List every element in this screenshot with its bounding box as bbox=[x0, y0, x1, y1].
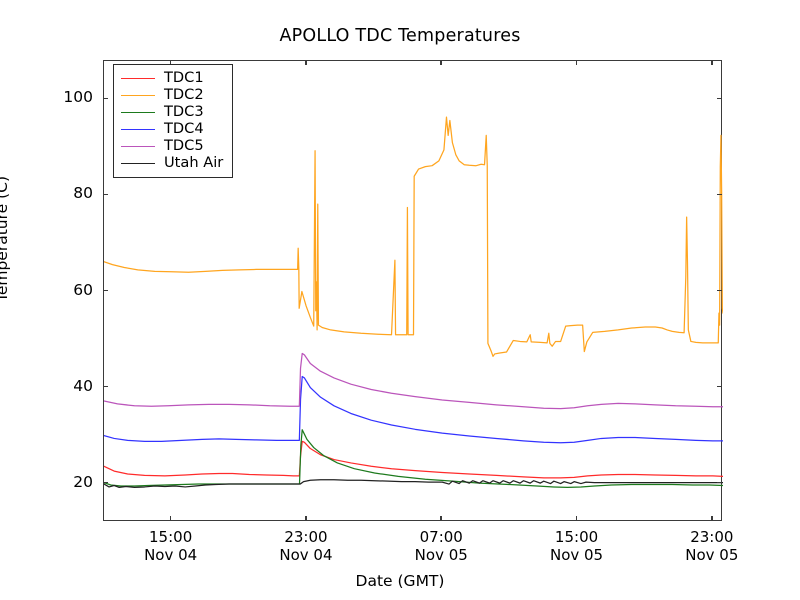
legend-item-label: TDC2 bbox=[164, 86, 204, 104]
chart-title: APOLLO TDC Temperatures bbox=[279, 26, 521, 46]
legend-item-label: TDC3 bbox=[164, 103, 204, 121]
x-tick-label: 15:00 Nov 05 bbox=[517, 528, 637, 564]
legend-item-label: TDC4 bbox=[164, 120, 204, 138]
series-line-tdc4 bbox=[104, 375, 723, 444]
x-tick-date: Nov 05 bbox=[414, 545, 468, 564]
x-tick-mark bbox=[305, 60, 307, 65]
x-tick-mark bbox=[305, 516, 307, 521]
x-tick-mark bbox=[440, 516, 443, 521]
x-tick-mark bbox=[711, 60, 713, 65]
x-tick-label: 23:00 Nov 04 bbox=[246, 528, 366, 564]
y-tick-mark bbox=[103, 385, 108, 388]
x-tick-mark bbox=[169, 60, 172, 65]
y-tick-mark bbox=[103, 481, 108, 484]
legend-item: TDC1 bbox=[121, 70, 223, 87]
x-tick-date: Nov 04 bbox=[279, 545, 333, 564]
x-axis-label: Date (GMT) bbox=[355, 572, 445, 590]
y-tick-mark bbox=[103, 289, 108, 292]
x-tick-label: 15:00 Nov 04 bbox=[111, 528, 231, 564]
y-axis-label: Temperature (C) bbox=[0, 175, 11, 303]
legend-item-label: Utah Air bbox=[164, 154, 224, 172]
series-line-tdc3 bbox=[104, 429, 723, 489]
legend-color-swatch bbox=[121, 95, 155, 96]
x-tick-time: 15:00 bbox=[149, 528, 193, 546]
y-tick-mark bbox=[103, 97, 108, 100]
x-tick-time: 23:00 bbox=[284, 528, 328, 546]
legend-item: TDC5 bbox=[121, 138, 223, 155]
y-tick-label: 60 bbox=[73, 280, 93, 299]
legend-item-label: TDC5 bbox=[164, 137, 204, 155]
x-tick-mark bbox=[711, 516, 713, 521]
x-tick-mark bbox=[575, 60, 578, 65]
x-tick-time: 15:00 bbox=[554, 528, 599, 546]
y-tick-mark bbox=[717, 289, 722, 292]
y-tick-mark bbox=[717, 385, 722, 388]
legend-item: Utah Air bbox=[121, 155, 223, 172]
y-tick-label: 100 bbox=[63, 88, 93, 107]
legend-color-swatch bbox=[121, 146, 155, 147]
legend-item: TDC3 bbox=[121, 104, 223, 121]
legend-item: TDC4 bbox=[121, 121, 223, 138]
legend-item-label: TDC1 bbox=[164, 69, 204, 87]
x-tick-date: Nov 05 bbox=[685, 545, 739, 564]
x-tick-mark bbox=[169, 516, 172, 521]
y-tick-mark bbox=[103, 193, 108, 196]
legend-color-swatch bbox=[121, 163, 155, 164]
legend: TDC1 TDC2 TDC3 TDC4 TDC5 Utah Air bbox=[113, 64, 234, 178]
y-tick-label: 80 bbox=[73, 184, 93, 203]
x-tick-mark bbox=[440, 60, 443, 65]
y-tick-mark bbox=[717, 97, 722, 100]
series-line-utah-air bbox=[104, 479, 723, 489]
x-tick-date: Nov 04 bbox=[144, 545, 198, 564]
x-tick-date: Nov 05 bbox=[549, 545, 604, 564]
x-tick-label: 07:00 Nov 05 bbox=[381, 528, 501, 564]
legend-color-swatch bbox=[121, 129, 155, 130]
series-line-tdc1 bbox=[104, 440, 723, 479]
legend-item: TDC2 bbox=[121, 87, 223, 104]
x-tick-time: 23:00 bbox=[690, 528, 734, 546]
series-line-tdc5 bbox=[104, 352, 723, 410]
legend-color-swatch bbox=[121, 78, 155, 79]
y-tick-mark bbox=[717, 193, 722, 196]
x-tick-time: 07:00 bbox=[419, 528, 463, 546]
series-canvas bbox=[104, 116, 723, 489]
legend-color-swatch bbox=[121, 112, 155, 113]
y-tick-label: 40 bbox=[73, 376, 93, 395]
y-tick-label: 20 bbox=[73, 472, 93, 491]
x-tick-label: 23:00 Nov 05 bbox=[652, 528, 772, 564]
series-line-tdc2 bbox=[104, 116, 723, 357]
x-tick-mark bbox=[575, 516, 578, 521]
y-tick-mark bbox=[717, 481, 722, 484]
